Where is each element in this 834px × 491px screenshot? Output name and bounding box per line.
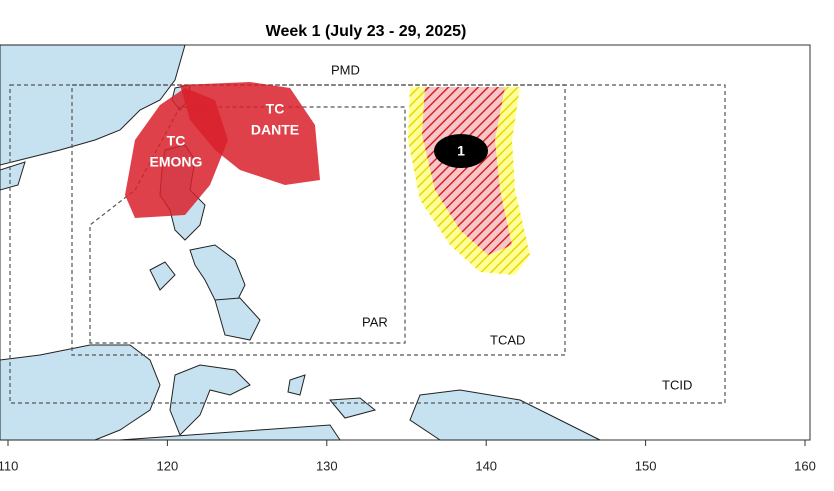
map-title: Week 1 (July 23 - 29, 2025) [266, 23, 467, 40]
x-tick-label: 140 [475, 458, 497, 473]
pmd-label: PMD [331, 62, 360, 77]
frame [0, 44, 811, 441]
x-tick-label: 120 [157, 458, 179, 473]
tcad-label: TCAD [490, 332, 525, 347]
par-label: PAR [362, 314, 388, 329]
tcad-box [71, 84, 566, 356]
x-tick-label: 160 [794, 458, 816, 473]
forecast-inner [422, 87, 512, 255]
emong-label: EMONG [150, 154, 203, 170]
dante-label: DANTE [251, 122, 299, 138]
dante-label: TC [266, 101, 285, 117]
tcid-label: TCID [662, 377, 692, 392]
x-tick-label: 150 [635, 458, 657, 473]
cyclone-marker [434, 134, 488, 168]
emong-label: TC [167, 133, 186, 149]
cyclone-label: 1 [457, 143, 465, 159]
x-tick-label: 130 [316, 458, 338, 473]
emong-area [125, 88, 228, 218]
x-tick-label: 110 [0, 458, 18, 473]
